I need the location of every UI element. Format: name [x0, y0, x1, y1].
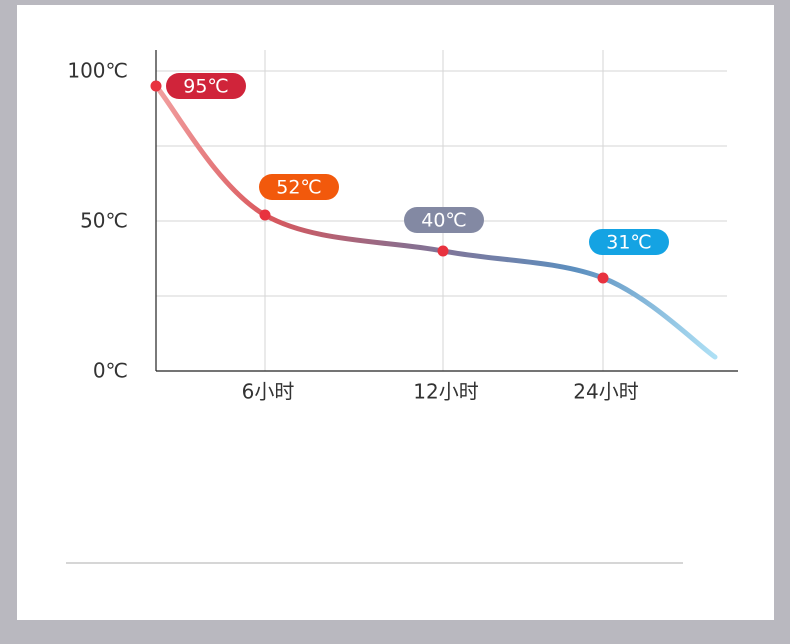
- y-tick-label: 0℃: [93, 359, 128, 383]
- value-pill: [166, 73, 246, 99]
- data-point: [259, 209, 271, 221]
- card: [17, 5, 774, 620]
- y-tick-label: 100℃: [67, 59, 128, 83]
- value-label: 31℃: [606, 232, 652, 254]
- plot: 95℃ 52℃ 40℃ 31℃: [150, 73, 718, 360]
- value-pill: [259, 174, 339, 200]
- y-tick-label: 50℃: [80, 209, 128, 233]
- x-tick-label: 12小时: [413, 380, 478, 404]
- value-pill: [404, 207, 484, 233]
- value-pill: [589, 229, 669, 255]
- value-label: 95℃: [183, 76, 229, 98]
- x-tick-label: 24小时: [573, 380, 638, 404]
- data-point: [597, 272, 609, 284]
- data-point: [437, 245, 449, 257]
- data-point: [150, 80, 162, 92]
- value-label: 52℃: [276, 177, 322, 199]
- series-line: [153, 83, 718, 360]
- x-tick-label: 6小时: [242, 380, 295, 404]
- value-label: 40℃: [421, 210, 467, 232]
